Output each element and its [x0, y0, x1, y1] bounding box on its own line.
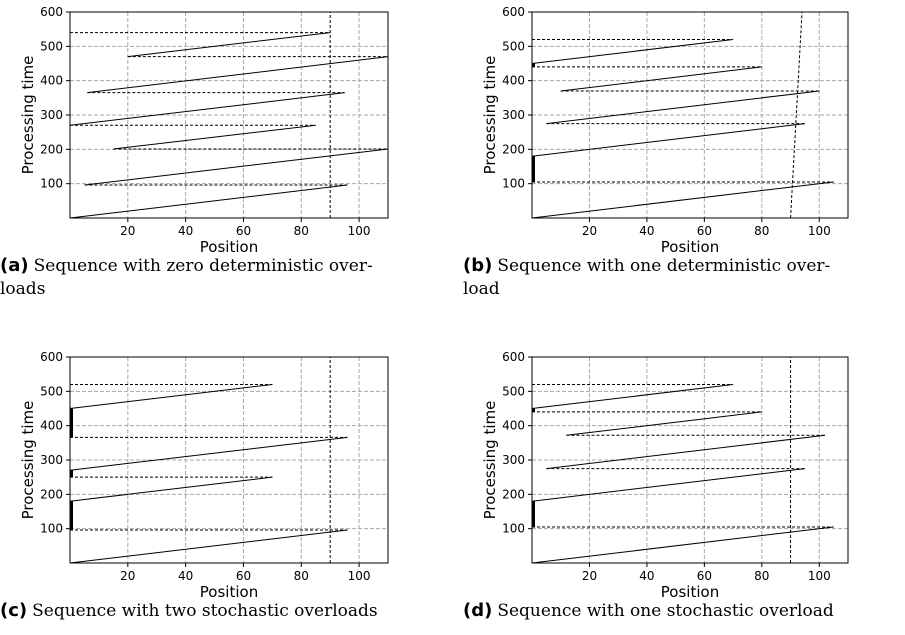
x-tick-label: 40	[178, 224, 193, 238]
chart-panel-4: 20 40 60 80 100 100 200 300 400 500 600 Position Pro…	[463, 350, 849, 621]
x-axis-label: Position	[661, 583, 719, 601]
x-tick-label: 80	[294, 224, 309, 238]
solid-line	[531, 383, 734, 409]
y-tick-label: 100	[40, 522, 63, 536]
x-tick-label: 100	[348, 224, 371, 238]
solid-line	[69, 476, 273, 502]
solid-line	[113, 124, 316, 150]
y-tick-label: 300	[40, 453, 63, 467]
y-tick-label: 600	[502, 350, 525, 364]
x-tick-label: 80	[294, 569, 309, 583]
solid-line	[69, 436, 348, 471]
y-axis-label: Processing time	[481, 56, 499, 175]
caption-tag: (b)	[463, 255, 492, 276]
x-tick-label: 60	[236, 224, 251, 238]
solid-line	[566, 411, 762, 436]
caption-text: Sequence with two stochastic overloads	[32, 601, 377, 621]
y-tick-label: 100	[40, 177, 63, 191]
threshold-line	[790, 11, 803, 219]
caption-line-2: loads	[0, 279, 45, 299]
solid-line	[546, 434, 826, 470]
y-tick-label: 300	[40, 108, 63, 122]
caption-line-1: (b) Sequence with one deterministic over-	[463, 255, 830, 276]
solid-line	[531, 181, 834, 219]
y-axis-label: Processing time	[19, 401, 37, 520]
solid-line	[69, 184, 348, 219]
x-axis-label: Position	[661, 238, 719, 256]
y-tick-label: 100	[502, 522, 525, 536]
y-tick-label: 500	[40, 384, 63, 398]
caption-line-1: (d) Sequence with one stochastic overload	[463, 600, 834, 621]
x-axis-label: Position	[200, 583, 258, 601]
x-tick-label: 80	[754, 224, 769, 238]
x-tick-label: 40	[639, 224, 654, 238]
y-tick-label: 500	[502, 39, 525, 53]
solid-line	[87, 56, 389, 94]
solid-line	[127, 32, 331, 58]
x-tick-label: 60	[236, 569, 251, 583]
solid-line	[84, 148, 389, 186]
y-tick-label: 400	[502, 419, 525, 433]
caption-tag: (d)	[463, 600, 492, 621]
chart-panel-2: 20 40 60 80 100 100 200 300 400 500 600 Position Pro…	[463, 5, 849, 299]
y-tick-label: 500	[502, 384, 525, 398]
y-tick-label: 600	[40, 350, 63, 364]
y-axis-label: Processing time	[481, 401, 499, 520]
x-tick-label: 20	[120, 569, 135, 583]
x-tick-label: 40	[178, 569, 193, 583]
y-tick-label: 400	[40, 74, 63, 88]
caption-text: Sequence with one stochastic overload	[497, 601, 833, 621]
chart-panel-3: 20 40 60 80 100 100 200 300 400 500 600 Position Pro…	[0, 350, 389, 621]
caption-tag: (a)	[0, 255, 29, 276]
solid-line	[69, 383, 273, 409]
y-tick-label: 200	[40, 487, 63, 501]
x-tick-label: 60	[697, 224, 712, 238]
caption-text: Sequence with one deterministic over-	[497, 256, 830, 276]
caption-line-1: (a) Sequence with zero deterministic over…	[0, 255, 373, 276]
y-axis-label: Processing time	[19, 56, 37, 175]
y-tick-label: 200	[502, 487, 525, 501]
caption-line-1: (c) Sequence with two stochastic overload…	[0, 600, 378, 621]
y-tick-label: 400	[502, 74, 525, 88]
solid-line	[69, 529, 348, 564]
chart-panel-1: 20 40 60 80 100 100 200 300 400 500 600 Position Pro…	[0, 5, 389, 299]
solid-line	[531, 38, 734, 64]
x-axis-label: Position	[200, 238, 258, 256]
y-tick-label: 500	[40, 39, 63, 53]
y-tick-label: 600	[40, 5, 63, 19]
x-tick-label: 100	[348, 569, 371, 583]
y-tick-label: 200	[40, 142, 63, 156]
y-tick-label: 100	[502, 177, 525, 191]
x-tick-label: 100	[808, 224, 831, 238]
y-tick-label: 300	[502, 453, 525, 467]
caption-line-2: load	[463, 279, 500, 299]
solid-line	[546, 90, 820, 125]
x-tick-label: 20	[120, 224, 135, 238]
solid-line	[69, 92, 345, 126]
caption-tag: (c)	[0, 600, 27, 621]
y-tick-label: 600	[502, 5, 525, 19]
x-tick-label: 80	[754, 569, 769, 583]
solid-line	[560, 66, 762, 92]
caption-text: Sequence with zero deterministic over-	[34, 256, 373, 276]
x-tick-label: 60	[697, 569, 712, 583]
y-tick-label: 400	[40, 419, 63, 433]
x-tick-label: 20	[582, 224, 597, 238]
solid-line	[531, 123, 805, 157]
x-tick-label: 100	[808, 569, 831, 583]
x-tick-label: 40	[639, 569, 654, 583]
x-tick-label: 20	[582, 569, 597, 583]
y-tick-label: 300	[502, 108, 525, 122]
solid-line	[531, 526, 834, 564]
y-tick-label: 200	[502, 142, 525, 156]
solid-line	[531, 468, 805, 502]
